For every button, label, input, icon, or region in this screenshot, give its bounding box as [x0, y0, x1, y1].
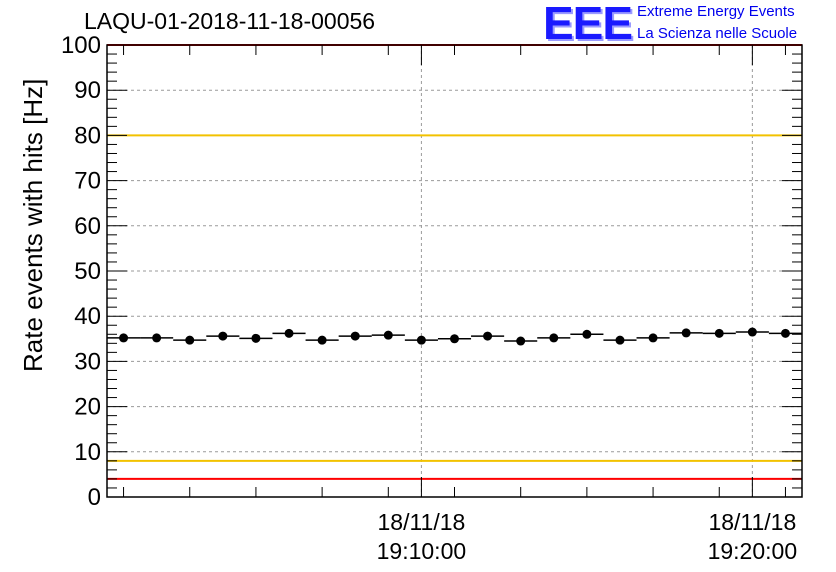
data-point	[404, 335, 438, 345]
logo-text-line2: La Scienza nelle Scuole	[637, 25, 798, 42]
data-marker	[317, 335, 327, 345]
data-point	[735, 327, 769, 337]
data-marker	[251, 333, 261, 343]
data-point	[173, 335, 207, 345]
reference-lines	[107, 44, 802, 480]
data-point	[305, 335, 339, 345]
data-marker	[714, 328, 724, 338]
x-axis: 18/11/18 19:10:00 18/11/18 19:20:00	[123, 45, 798, 564]
y-tick-label: 70	[74, 168, 101, 195]
data-marker	[516, 336, 526, 346]
y-tick-label: 20	[74, 394, 101, 421]
y-tick-label: 30	[74, 348, 101, 375]
data-marker	[450, 334, 459, 344]
x-tick-label-time: 19:10:00	[377, 538, 467, 564]
data-marker	[185, 335, 195, 345]
data-point	[570, 329, 604, 339]
data-marker	[582, 329, 592, 339]
data-marker	[648, 333, 658, 343]
data-marker	[350, 331, 360, 341]
x-tick-label-time: 19:20:00	[708, 538, 798, 564]
data-marker	[218, 331, 228, 341]
y-tick-label: 60	[74, 213, 101, 240]
eee-logo: EEE	[543, 0, 633, 49]
data-point	[768, 328, 802, 338]
y-axis: 0 10 20 30 40 50 60 70 80 90 100	[61, 32, 802, 511]
y-tick-label: 90	[74, 77, 101, 104]
logo-text-line1: Extreme Energy Events	[637, 3, 795, 20]
data-point	[338, 331, 372, 341]
data-point	[603, 335, 637, 345]
data-marker	[747, 327, 757, 337]
data-series	[107, 327, 802, 346]
y-tick-label: 0	[88, 484, 101, 511]
data-point	[239, 333, 273, 343]
y-tick-label: 10	[74, 439, 101, 466]
data-point	[107, 333, 141, 343]
y-axis-label: Rate events with hits [Hz]	[18, 78, 48, 372]
data-marker	[416, 335, 426, 345]
data-marker	[483, 331, 493, 341]
chart-title: LAQU-01-2018-11-18-00056	[84, 8, 376, 34]
data-marker	[615, 335, 625, 345]
data-marker	[284, 328, 294, 338]
data-point	[272, 328, 306, 338]
x-tick-label-date: 18/11/18	[708, 509, 796, 535]
data-marker	[681, 328, 691, 338]
data-point	[504, 336, 538, 346]
data-marker	[383, 330, 393, 340]
data-point	[140, 333, 174, 343]
data-point	[437, 334, 472, 344]
y-tick-label: 40	[74, 303, 101, 330]
y-tick-label: 100	[61, 32, 101, 59]
grid-lines	[107, 45, 802, 497]
data-point	[636, 333, 670, 343]
data-point	[206, 331, 240, 341]
data-point	[669, 328, 703, 338]
x-tick-label-date: 18/11/18	[377, 509, 465, 535]
data-point	[471, 331, 505, 341]
data-marker	[152, 333, 162, 343]
data-point	[371, 330, 405, 340]
data-point	[702, 328, 736, 338]
data-marker	[549, 333, 559, 343]
data-point	[537, 333, 571, 343]
data-marker	[119, 333, 129, 343]
y-tick-label: 50	[74, 258, 101, 285]
y-tick-label: 80	[74, 122, 101, 149]
data-marker	[780, 328, 790, 338]
